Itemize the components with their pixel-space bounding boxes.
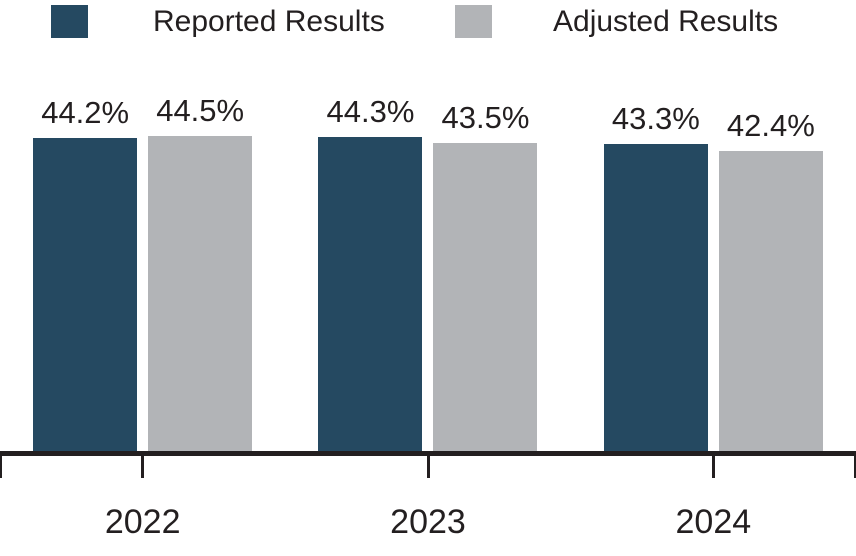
x-axis-tick-2023 xyxy=(426,456,430,478)
x-axis-label-2024: 2024 xyxy=(675,503,752,541)
bar-value-label-adjusted-results-2022: 44.5% xyxy=(156,92,245,128)
x-axis-labels: 2022 2023 2024 xyxy=(0,503,856,541)
bar-group-2022: 44.2% 44.5% xyxy=(0,0,285,451)
bar-value-label-reported-results-2023: 44.3% xyxy=(326,94,415,130)
bar-reported-results-2023: 44.3% xyxy=(318,96,423,451)
bar-group-2023: 44.3% 43.5% xyxy=(285,0,570,451)
bar-value-label-adjusted-results-2024: 42.4% xyxy=(726,107,815,143)
plot-area: 44.2% 44.5% 44.3% 43.5% 43.3% 42.4% xyxy=(0,0,856,451)
x-axis-tick-2024 xyxy=(711,456,715,478)
bar-value-label-adjusted-results-2023: 43.5% xyxy=(441,100,530,135)
legend-swatch-adjusted-results xyxy=(455,5,492,38)
bar-reported-results-2022: 44.2% xyxy=(33,97,138,451)
x-axis-tick-edge-right xyxy=(854,456,856,478)
x-axis-label-2023: 2023 xyxy=(390,503,466,541)
x-axis-tick-2022 xyxy=(141,456,145,478)
bar-reported-results-2024: 43.3% xyxy=(603,103,708,451)
legend-label-adjusted-results: Adjusted Results xyxy=(553,5,779,38)
bar-adjusted-results-2024: 42.4% xyxy=(718,110,823,451)
legend-label-reported-results: Reported Results xyxy=(153,5,385,38)
bar-value-label-reported-results-2024: 43.3% xyxy=(611,101,700,137)
bar-adjusted-results-2022: 44.5% xyxy=(148,95,253,451)
bar-value-label-reported-results-2022: 44.2% xyxy=(41,95,130,131)
x-axis-line xyxy=(0,451,856,456)
x-axis-label-2022: 2022 xyxy=(104,503,181,541)
x-axis-tick-edge-left xyxy=(0,456,2,478)
bar-group-2024: 43.3% 42.4% xyxy=(571,0,856,451)
legend-swatch-reported-results xyxy=(51,5,88,38)
bar-adjusted-results-2023: 43.5% xyxy=(433,102,538,451)
